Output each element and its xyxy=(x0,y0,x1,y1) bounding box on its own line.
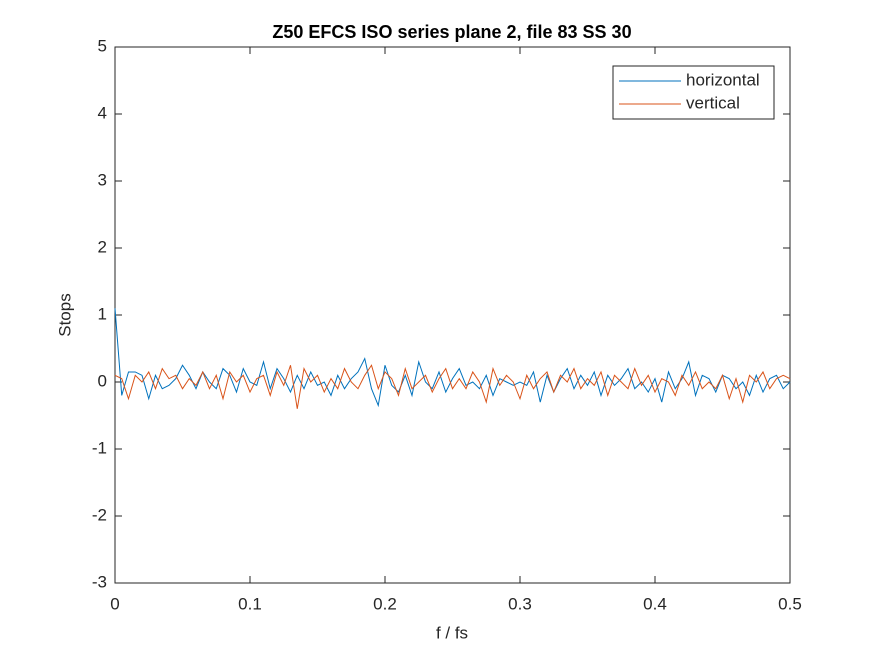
x-tick-label: 0.5 xyxy=(778,594,802,613)
chart-title: Z50 EFCS ISO series plane 2, file 83 SS … xyxy=(272,22,631,42)
series-line xyxy=(114,364,791,409)
plot-box xyxy=(114,46,791,584)
legend-label: horizontal xyxy=(686,70,760,89)
y-tick-label: -2 xyxy=(92,505,107,524)
y-tick-label: 0 xyxy=(98,371,107,390)
x-tick-label: 0.2 xyxy=(373,594,397,613)
x-tick-label: 0.4 xyxy=(643,594,667,613)
y-axis-label: Stops xyxy=(55,293,74,336)
x-tick-label: 0 xyxy=(110,594,119,613)
y-tick-label: 3 xyxy=(98,170,107,189)
y-tick-label: 5 xyxy=(98,36,107,55)
y-tick-label: 4 xyxy=(98,103,107,122)
y-tick-label: -1 xyxy=(92,438,107,457)
legend-label: vertical xyxy=(686,93,740,112)
x-tick-label: 0.3 xyxy=(508,594,532,613)
series-line xyxy=(114,308,791,408)
y-tick-label: 2 xyxy=(98,237,107,256)
legend-box xyxy=(612,65,775,120)
y-tick-label: -3 xyxy=(92,572,107,591)
x-tick-label: 0.1 xyxy=(238,594,262,613)
x-axis-label: f / fs xyxy=(436,623,468,642)
y-tick-label: 1 xyxy=(98,304,107,323)
